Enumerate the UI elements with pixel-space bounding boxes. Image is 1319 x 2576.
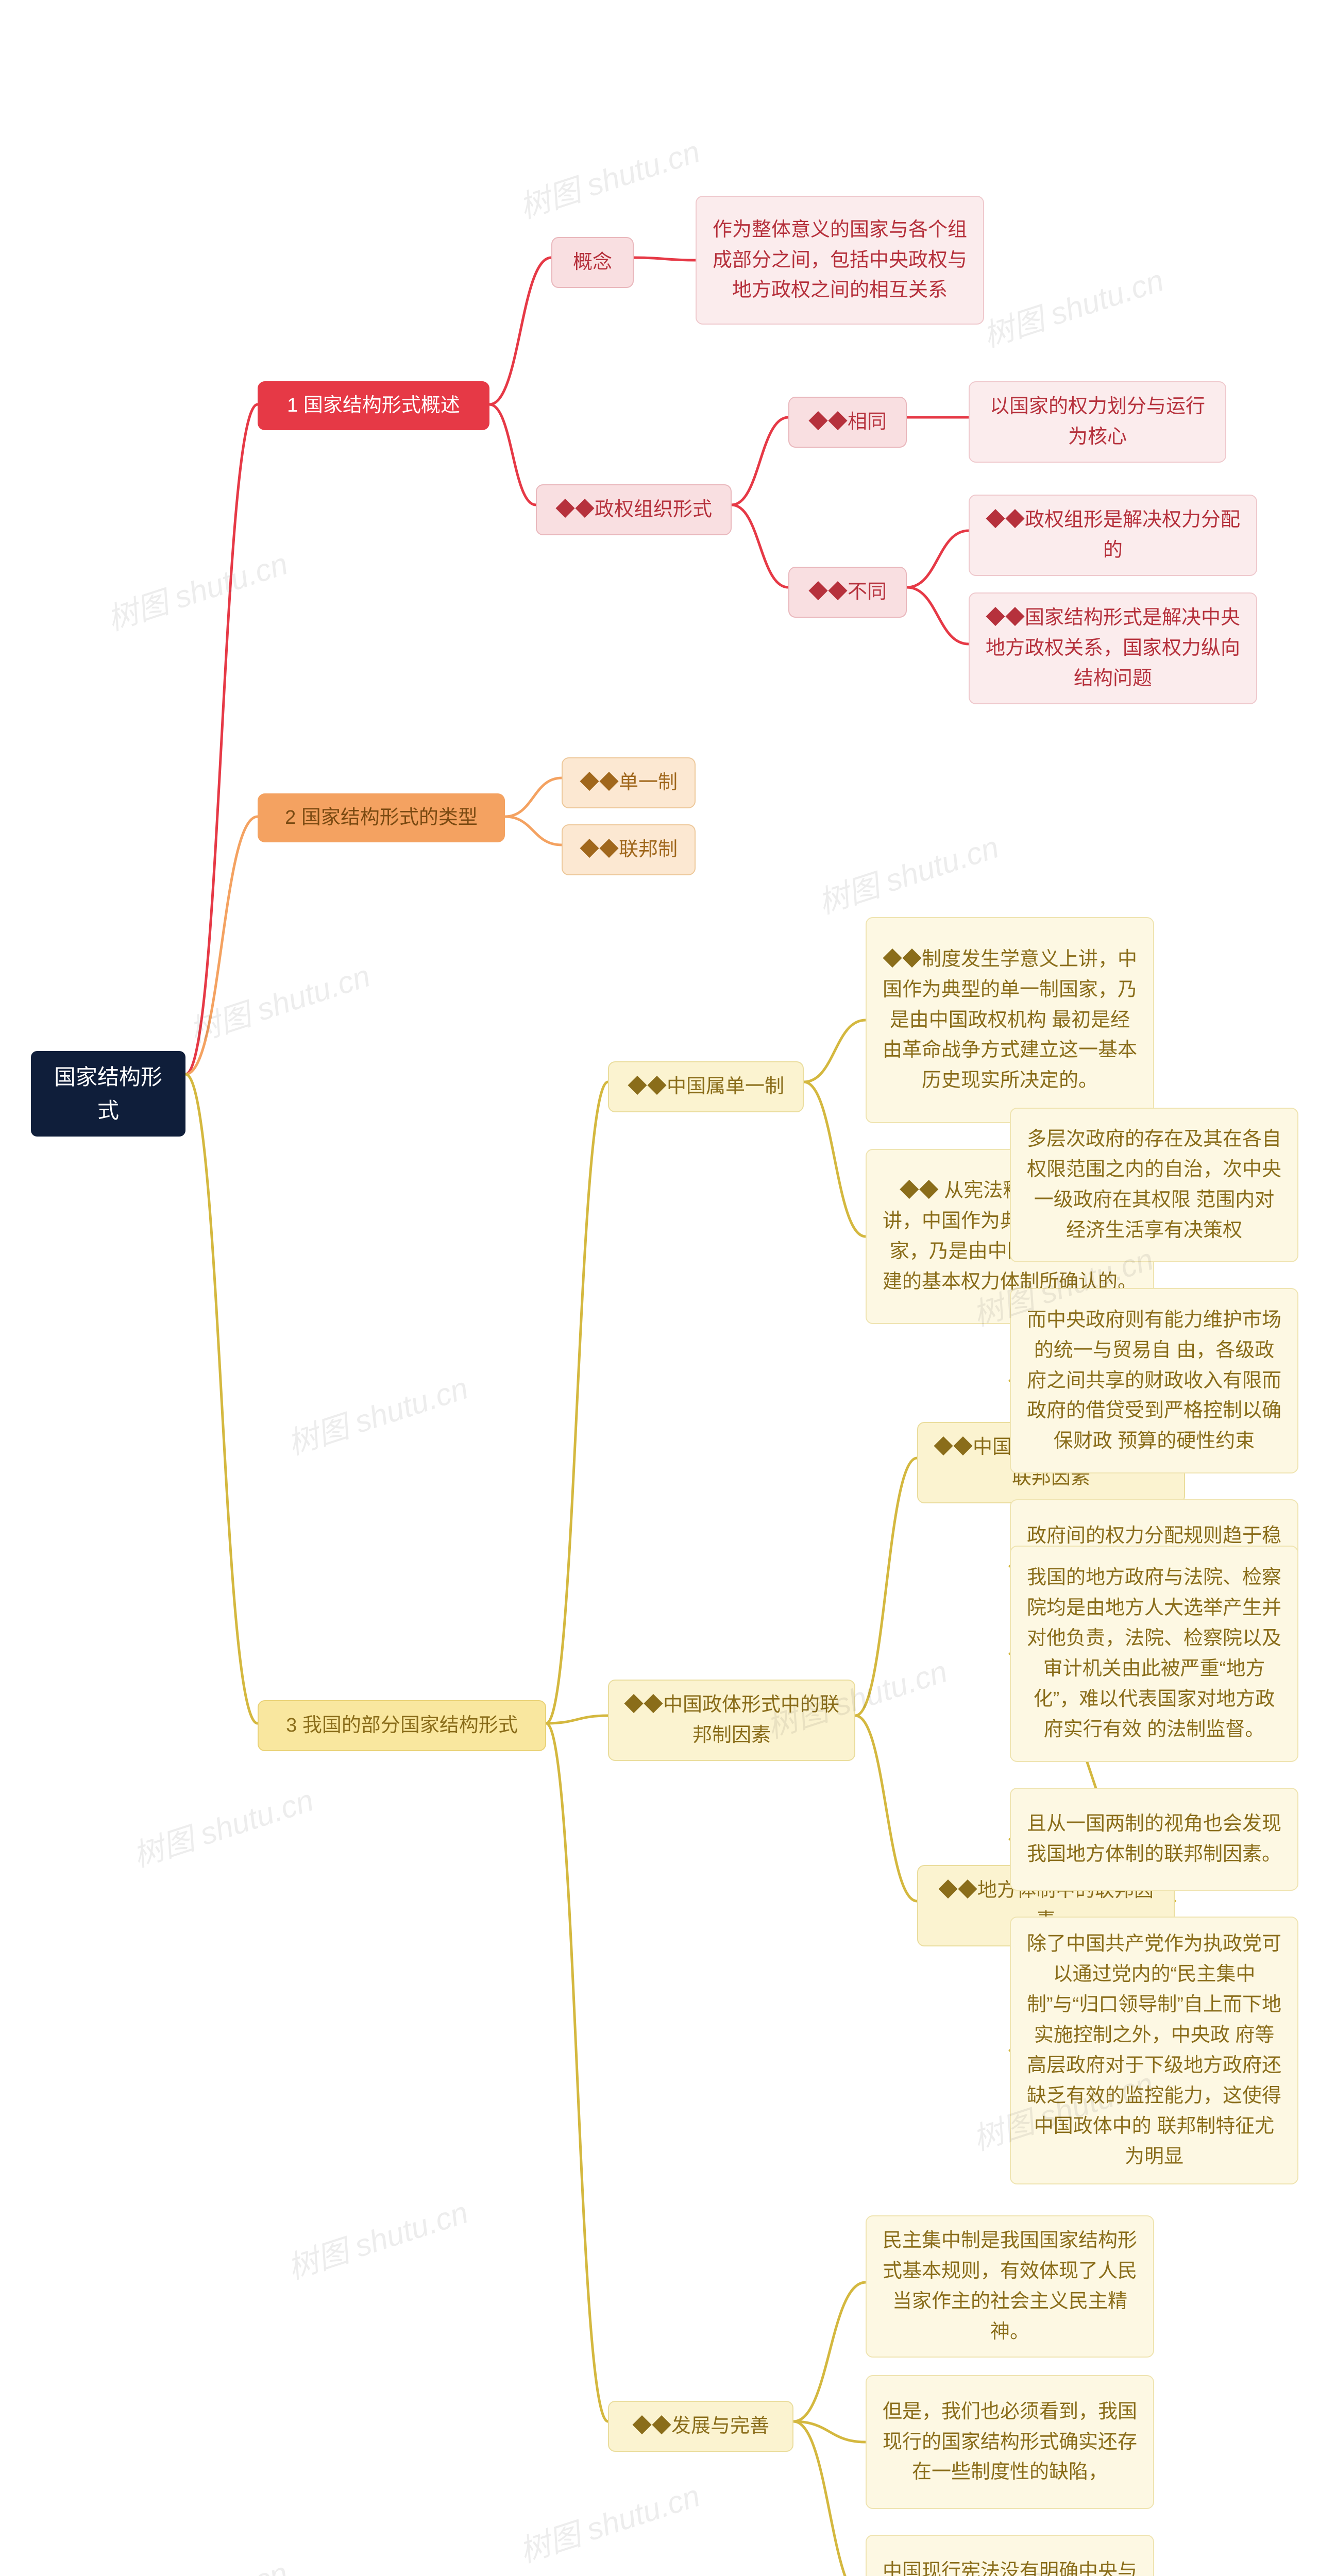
b2b-label: ◆◆联邦制 bbox=[580, 835, 678, 865]
b1b2-node: ◆◆不同 bbox=[788, 567, 907, 618]
b3b2b-label: 且从一国两制的视角也会发现我国地方体制的联邦制因素。 bbox=[1024, 1809, 1284, 1870]
watermark: 树图 shutu.cn bbox=[126, 1775, 318, 1876]
b3c-label: ◆◆发展与完善 bbox=[632, 2411, 769, 2442]
b3b2a-node: 我国的地方政府与法院、检察院均是由地方人大选举产生并对他负责，法院、检察院以及审… bbox=[1010, 1546, 1298, 1762]
b2a-node: ◆◆单一制 bbox=[562, 757, 696, 808]
b3c2-node: 但是，我们也必须看到，我国现行的国家结构形式确实还存在一些制度性的缺陷， bbox=[866, 2375, 1154, 2509]
b3b1b-node: 而中央政府则有能力维护市场的统一与贸易自 由，各级政府之间共享的财政收入有限而政… bbox=[1010, 1288, 1298, 1473]
b1b2-label: ◆◆不同 bbox=[808, 577, 887, 607]
b1b2a-label: ◆◆政权组形是解决权力分配的 bbox=[983, 505, 1243, 566]
b3c3-node: 中国现行宪法没有明确中央与地方的权限划分范围，也没有建立有效 的权力监督机制。 bbox=[866, 2535, 1154, 2576]
branch1-label: 1 国家结构形式概述 bbox=[287, 391, 460, 421]
watermark: 树图 shutu.cn bbox=[513, 127, 705, 227]
b3a-node: ◆◆中国属单一制 bbox=[608, 1061, 804, 1112]
b1b1-label: ◆◆相同 bbox=[808, 407, 887, 437]
b3b2a-label: 我国的地方政府与法院、检察院均是由地方人大选举产生并对他负责，法院、检察院以及审… bbox=[1024, 1563, 1284, 1744]
b3b1a-node: 多层次政府的存在及其在各自权限范围之内的自治，次中央一级政府在其权限 范围内对经… bbox=[1010, 1108, 1298, 1262]
b3c3-label: 中国现行宪法没有明确中央与地方的权限划分范围，也没有建立有效 的权力监督机制。 bbox=[880, 2556, 1140, 2576]
b3b1b-label: 而中央政府则有能力维护市场的统一与贸易自 由，各级政府之间共享的财政收入有限而政… bbox=[1024, 1305, 1284, 1456]
watermark: 树图 shutu.cn bbox=[183, 951, 375, 1052]
root-node: 国家结构形式 bbox=[31, 1051, 185, 1137]
watermark: 树图 shutu.cn bbox=[976, 256, 1169, 356]
b1a1-node: 作为整体意义的国家与各个组成部分之间，包括中央政权与地方政权之间的相互关系 bbox=[696, 196, 984, 325]
watermark: 树图 shutu.cn bbox=[811, 822, 1004, 923]
b3a1-node: ◆◆制度发生学意义上讲，中国作为典型的单一制国家，乃是由中国政权机构 最初是经由… bbox=[866, 917, 1154, 1123]
b3c1-label: 民主集中制是我国国家结构形式基本规则，有效体现了人民当家作主的社会主义民主精神。 bbox=[880, 2226, 1140, 2347]
b2b-node: ◆◆联邦制 bbox=[562, 824, 696, 875]
branch1-node: 1 国家结构形式概述 bbox=[258, 381, 489, 430]
b3b1a-label: 多层次政府的存在及其在各自权限范围之内的自治，次中央一级政府在其权限 范围内对经… bbox=[1024, 1124, 1284, 1246]
mindmap-stage: 国家结构形式 1 国家结构形式概述 概念 作为整体意义的国家与各个组成部分之间，… bbox=[0, 0, 1319, 2576]
branch2-label: 2 国家结构形式的类型 bbox=[285, 803, 478, 833]
watermark: 树图 shutu.cn bbox=[513, 2471, 705, 2571]
b1a1-label: 作为整体意义的国家与各个组成部分之间，包括中央政权与地方政权之间的相互关系 bbox=[710, 215, 970, 306]
b1b2b-node: ◆◆国家结构形式是解决中央地方政权关系，国家权力纵向结构问题 bbox=[969, 592, 1257, 704]
b1a-node: 概念 bbox=[551, 237, 634, 288]
b1a-label: 概念 bbox=[573, 247, 612, 278]
b3c1-node: 民主集中制是我国国家结构形式基本规则，有效体现了人民当家作主的社会主义民主精神。 bbox=[866, 2215, 1154, 2358]
b3b2c-node: 除了中国共产党作为执政党可 以通过党内的“民主集中制”与“归口领导制”自上而下地… bbox=[1010, 1917, 1298, 2184]
b1b-node: ◆◆政权组织形式 bbox=[536, 484, 732, 535]
b1b1-node: ◆◆相同 bbox=[788, 397, 907, 448]
b3b-label: ◆◆中国政体形式中的联邦制因素 bbox=[622, 1690, 841, 1751]
b3b2c-label: 除了中国共产党作为执政党可 以通过党内的“民主集中制”与“归口领导制”自上而下地… bbox=[1024, 1929, 1284, 2172]
b3a-label: ◆◆中国属单一制 bbox=[628, 1072, 784, 1102]
b1b2a-node: ◆◆政权组形是解决权力分配的 bbox=[969, 495, 1257, 576]
branch2-node: 2 国家结构形式的类型 bbox=[258, 793, 505, 842]
watermark: 树图 shutu.cn bbox=[281, 1363, 473, 1464]
b1b2b-label: ◆◆国家结构形式是解决中央地方政权关系，国家权力纵向结构问题 bbox=[983, 603, 1243, 694]
watermark: 树图 shutu.cn bbox=[281, 2188, 473, 2288]
root-label: 国家结构形式 bbox=[44, 1060, 172, 1127]
b3a1-label: ◆◆制度发生学意义上讲，中国作为典型的单一制国家，乃是由中国政权机构 最初是经由… bbox=[880, 944, 1140, 1096]
b1b-label: ◆◆政权组织形式 bbox=[555, 495, 712, 525]
b3b-node: ◆◆中国政体形式中的联邦制因素 bbox=[608, 1680, 855, 1761]
watermark: 树图 shutu.cn bbox=[100, 2548, 293, 2576]
watermark: 树图 shutu.cn bbox=[100, 539, 293, 639]
b3c2-label: 但是，我们也必须看到，我国现行的国家结构形式确实还存在一些制度性的缺陷， bbox=[880, 2397, 1140, 2488]
b1b1a-node: 以国家的权力划分与运行为核心 bbox=[969, 381, 1226, 463]
b1b1a-label: 以国家的权力划分与运行为核心 bbox=[983, 392, 1212, 452]
branch3-node: 3 我国的部分国家结构形式 bbox=[258, 1700, 546, 1751]
branch3-label: 3 我国的部分国家结构形式 bbox=[286, 1710, 518, 1741]
b3b2b-node: 且从一国两制的视角也会发现我国地方体制的联邦制因素。 bbox=[1010, 1788, 1298, 1891]
b3c-node: ◆◆发展与完善 bbox=[608, 2401, 793, 2452]
b2a-label: ◆◆单一制 bbox=[580, 768, 678, 798]
